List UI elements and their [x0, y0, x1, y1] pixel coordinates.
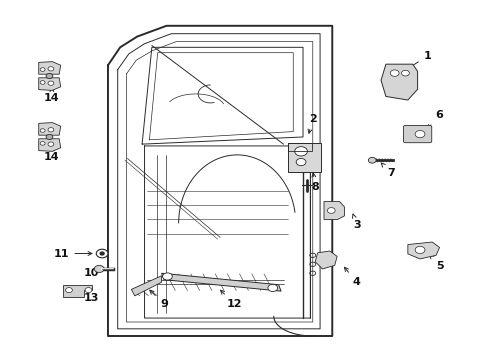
Circle shape: [414, 131, 424, 138]
Text: 14: 14: [44, 87, 60, 103]
FancyBboxPatch shape: [288, 143, 320, 172]
Circle shape: [40, 141, 45, 145]
Circle shape: [414, 246, 424, 253]
Text: 13: 13: [77, 290, 99, 303]
Bar: [288, 143, 311, 150]
Text: 6: 6: [427, 111, 443, 129]
Polygon shape: [161, 273, 281, 291]
Text: 12: 12: [220, 290, 242, 309]
Circle shape: [46, 134, 53, 139]
Circle shape: [401, 70, 408, 76]
Circle shape: [40, 68, 45, 71]
Text: 3: 3: [352, 214, 360, 230]
Circle shape: [40, 81, 45, 84]
Circle shape: [309, 262, 315, 266]
Circle shape: [294, 147, 307, 156]
Text: 1: 1: [398, 51, 430, 74]
Circle shape: [46, 73, 53, 78]
Polygon shape: [39, 139, 61, 151]
Circle shape: [267, 284, 277, 292]
Text: 5: 5: [429, 255, 443, 271]
Circle shape: [309, 271, 315, 275]
Polygon shape: [405, 130, 409, 137]
Text: 4: 4: [344, 267, 360, 287]
Circle shape: [48, 142, 54, 146]
Text: 14: 14: [44, 146, 60, 162]
Circle shape: [389, 70, 398, 76]
Text: 10: 10: [83, 268, 104, 278]
Circle shape: [100, 252, 104, 255]
Text: 8: 8: [311, 173, 319, 192]
Circle shape: [48, 67, 54, 71]
FancyBboxPatch shape: [403, 126, 431, 143]
Polygon shape: [39, 62, 61, 74]
Circle shape: [327, 208, 334, 213]
Polygon shape: [407, 242, 439, 259]
Polygon shape: [131, 276, 161, 296]
Polygon shape: [324, 202, 344, 220]
Circle shape: [40, 129, 45, 132]
Text: 11: 11: [54, 248, 92, 258]
Polygon shape: [39, 78, 61, 90]
Circle shape: [48, 128, 54, 132]
Polygon shape: [380, 64, 417, 100]
Text: 7: 7: [381, 163, 394, 178]
Circle shape: [162, 273, 172, 280]
Circle shape: [48, 81, 54, 85]
Polygon shape: [39, 123, 61, 135]
Polygon shape: [63, 285, 92, 297]
Text: 2: 2: [307, 114, 316, 133]
Circle shape: [309, 253, 315, 257]
Circle shape: [65, 288, 72, 293]
Circle shape: [94, 265, 104, 273]
Circle shape: [85, 288, 92, 293]
Circle shape: [96, 249, 108, 258]
Circle shape: [296, 158, 305, 166]
Polygon shape: [315, 251, 336, 269]
Circle shape: [367, 157, 375, 163]
Text: 9: 9: [149, 290, 168, 309]
